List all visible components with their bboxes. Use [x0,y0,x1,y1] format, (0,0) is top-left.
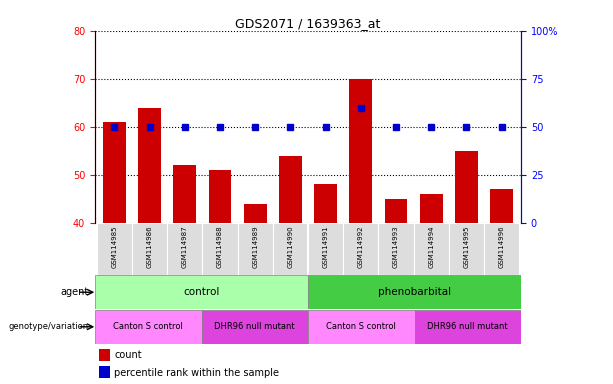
Bar [208,170,232,223]
Bar [349,79,372,223]
Text: GSM114987: GSM114987 [182,225,188,268]
Bar [273,223,308,275]
Text: phenobarbital: phenobarbital [378,287,451,297]
Text: GSM114989: GSM114989 [252,225,258,268]
Bar [384,199,408,223]
Bar [167,223,202,275]
Text: GSM114988: GSM114988 [217,225,223,268]
Title: GDS2071 / 1639363_at: GDS2071 / 1639363_at [235,17,381,30]
Text: DHR96 null mutant: DHR96 null mutant [215,322,295,331]
Bar [308,275,521,309]
Bar [138,108,161,223]
Text: GSM114995: GSM114995 [463,225,470,268]
Bar [308,223,343,275]
Text: GSM114991: GSM114991 [322,225,329,268]
Bar [343,223,378,275]
Bar [238,223,273,275]
Bar [420,194,443,223]
Bar [484,223,519,275]
Text: control: control [183,287,219,297]
Text: Canton S control: Canton S control [326,322,396,331]
Bar [202,310,308,344]
Bar [449,223,484,275]
Text: Canton S control: Canton S control [113,322,183,331]
Text: GSM114986: GSM114986 [147,225,153,268]
Bar [99,349,110,361]
Bar [95,310,202,344]
Text: GSM114992: GSM114992 [358,225,364,268]
Bar [97,223,132,275]
Bar [378,223,414,275]
Text: genotype/variation: genotype/variation [9,322,89,331]
Bar [308,310,414,344]
Bar [414,223,449,275]
Bar [414,310,521,344]
Text: count: count [114,350,142,360]
Bar [314,184,337,223]
Bar [173,165,196,223]
Bar [279,156,302,223]
Bar [95,275,308,309]
Bar [99,366,110,379]
Text: percentile rank within the sample: percentile rank within the sample [114,367,279,377]
Bar [490,189,513,223]
Bar [455,151,478,223]
Bar [132,223,167,275]
Bar [202,223,238,275]
Bar [103,122,126,223]
Text: GSM114996: GSM114996 [499,225,504,268]
Text: GSM114985: GSM114985 [112,225,117,268]
Text: DHR96 null mutant: DHR96 null mutant [427,322,508,331]
Text: GSM114994: GSM114994 [428,225,434,268]
Text: agent: agent [61,287,89,297]
Text: GSM114993: GSM114993 [393,225,399,268]
Text: GSM114990: GSM114990 [287,225,294,268]
Bar [244,204,267,223]
